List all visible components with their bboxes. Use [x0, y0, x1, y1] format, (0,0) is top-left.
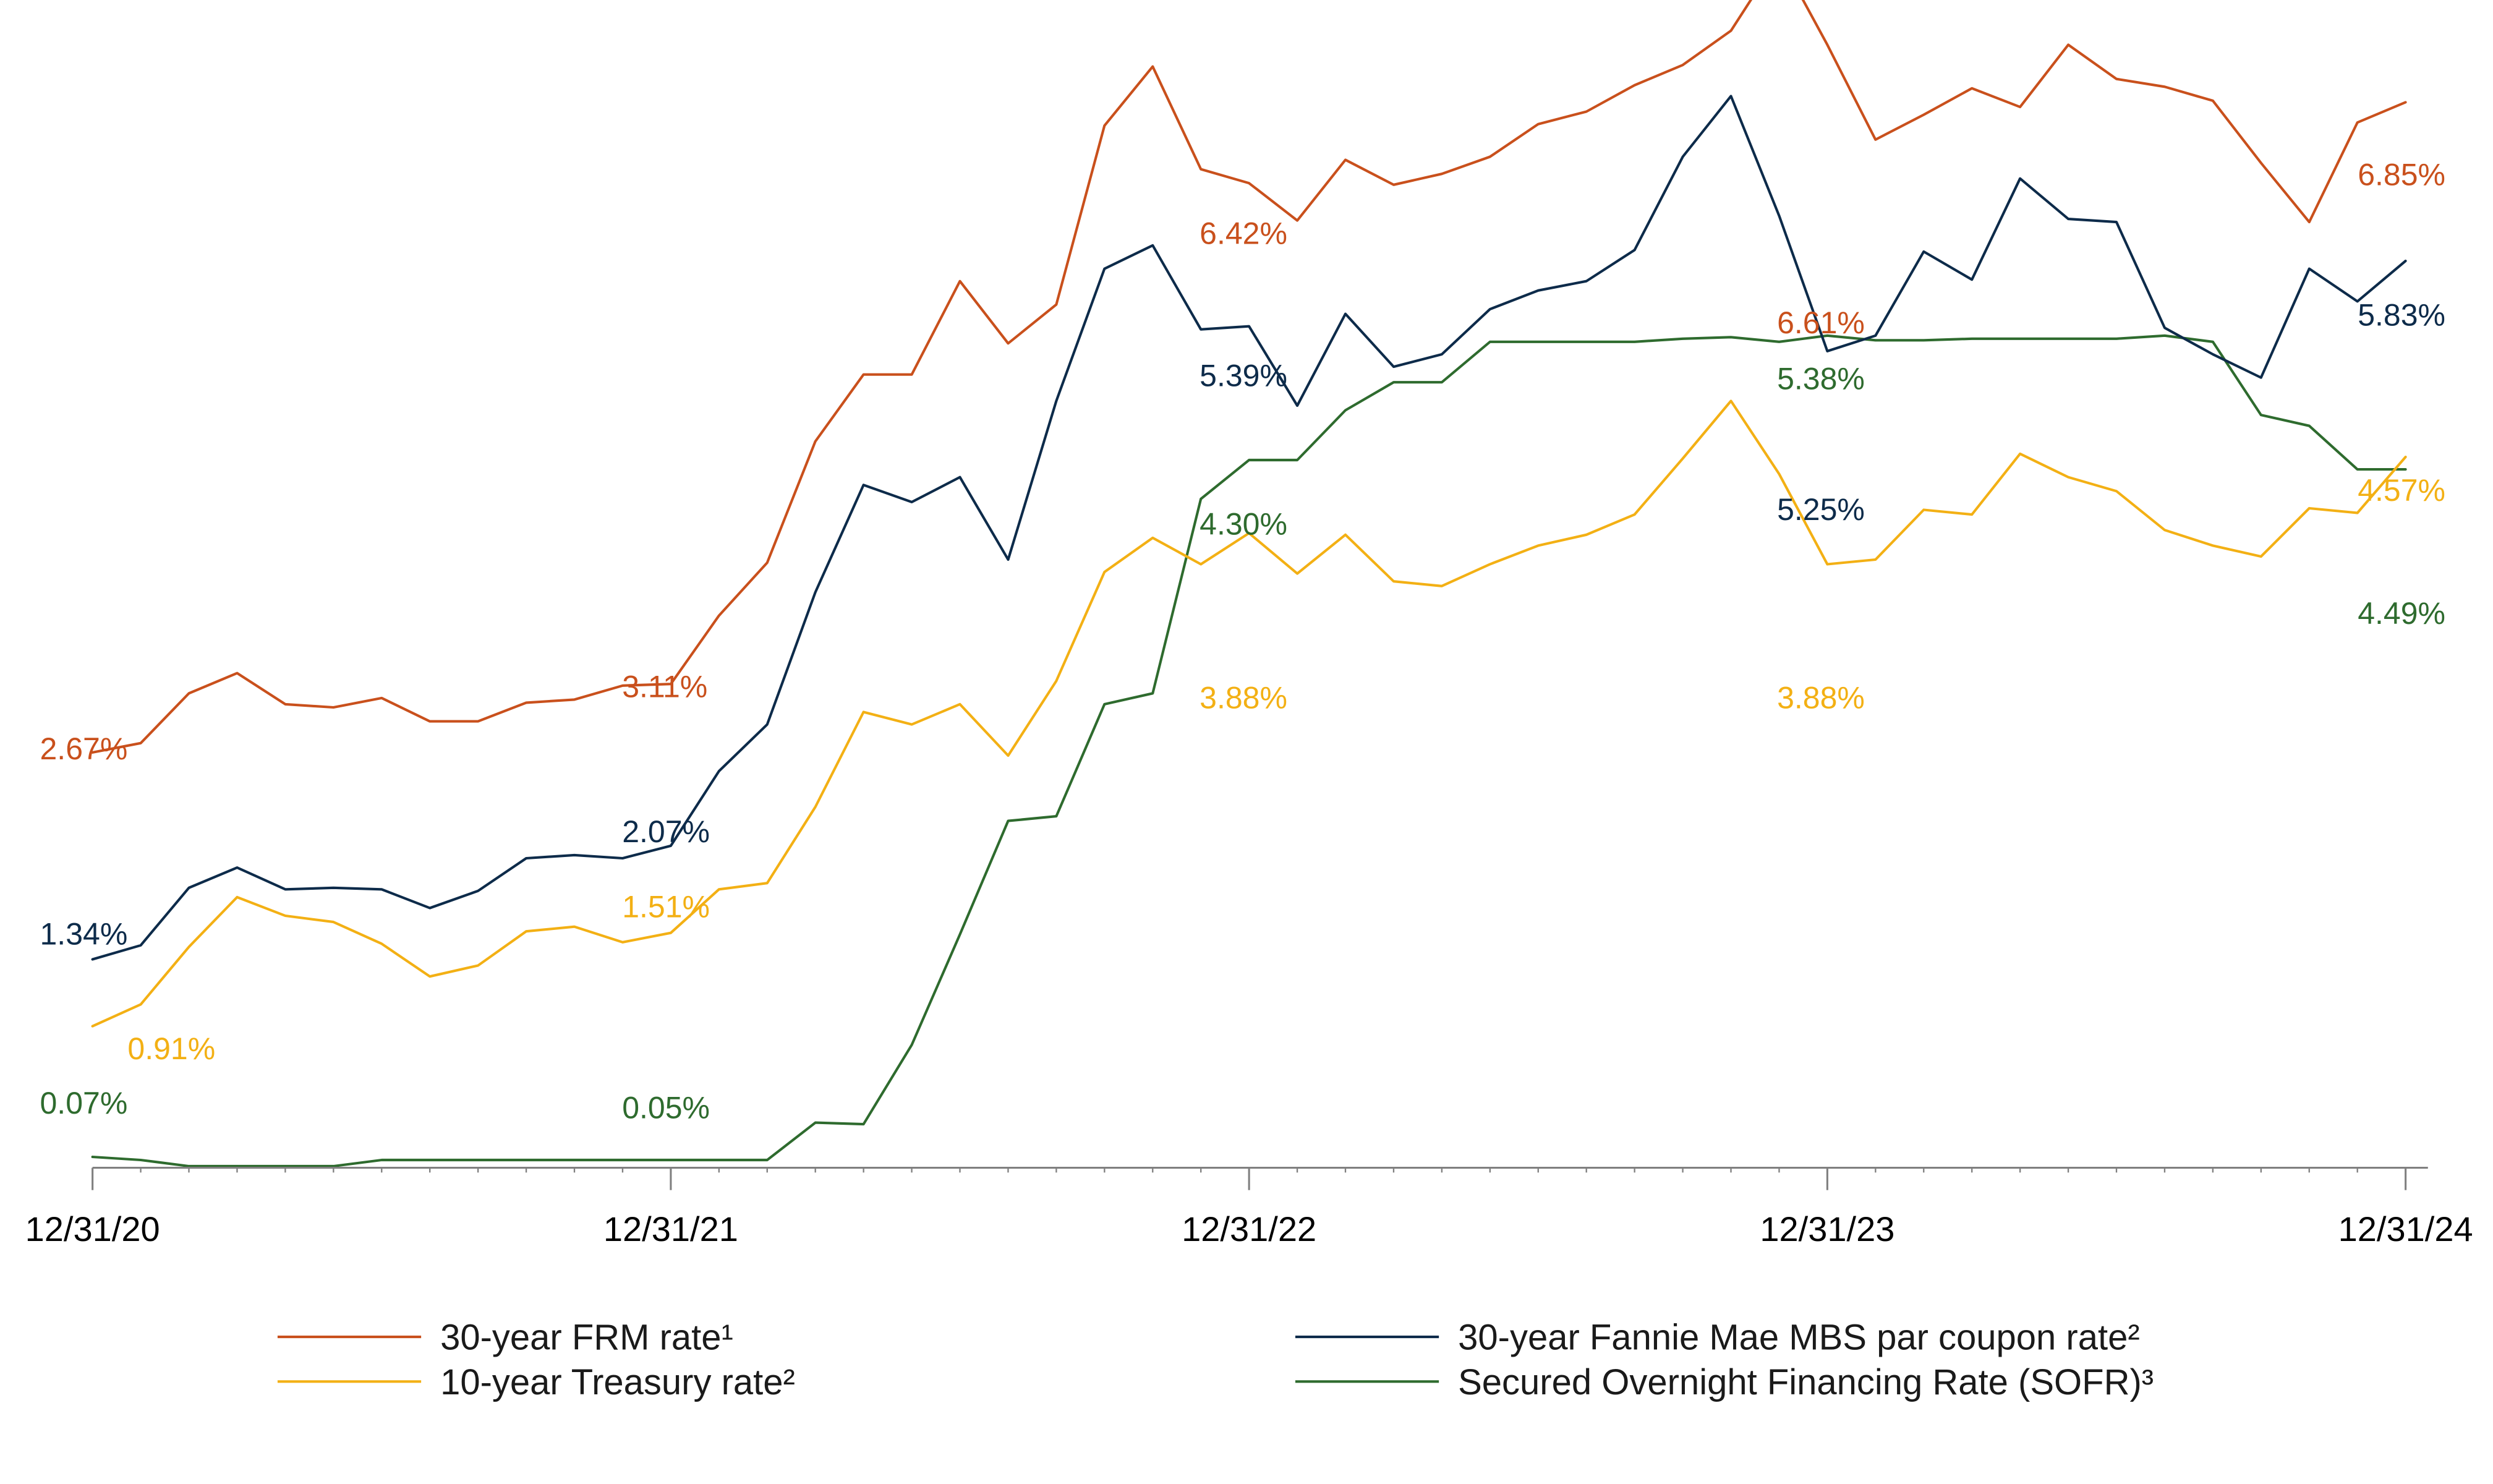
legend-item: 10-year Treasury rate²	[277, 1362, 795, 1402]
x-tick-label: 12/31/20	[25, 1209, 160, 1248]
data-label: 0.91%	[127, 1031, 215, 1066]
data-label: 2.67%	[40, 731, 128, 766]
legend-label: 30-year FRM rate¹	[440, 1318, 733, 1358]
series-lines	[91, 0, 2407, 1168]
data-label: 1.34%	[40, 916, 128, 951]
data-label: 3.88%	[1777, 681, 1865, 715]
data-label: 4.30%	[1200, 506, 1287, 541]
legend-label: 10-year Treasury rate²	[440, 1362, 795, 1402]
legend-label: 30-year Fannie Mae MBS par coupon rate²	[1458, 1318, 2140, 1358]
legend-item: Secured Overnight Financing Rate (SOFR)³	[1295, 1362, 2154, 1402]
series-line-4	[91, 334, 2407, 1168]
series-line-1	[91, 0, 2407, 754]
x-tick-label: 12/31/22	[1182, 1209, 1316, 1248]
x-tick-label: 12/31/24	[2338, 1209, 2473, 1248]
series-line-3	[91, 399, 2407, 1028]
data-label: 1.51%	[622, 890, 710, 924]
x-tick-label: 12/31/21	[603, 1209, 738, 1248]
legend-item: 30-year FRM rate¹	[277, 1318, 733, 1358]
legend-item: 30-year Fannie Mae MBS par coupon rate²	[1295, 1318, 2140, 1358]
data-label: 4.49%	[2358, 596, 2445, 631]
data-label: 3.88%	[1200, 681, 1287, 715]
x-tick-label: 12/31/23	[1760, 1209, 1894, 1248]
data-label: 6.42%	[1200, 216, 1287, 251]
data-label: 5.83%	[2358, 297, 2445, 332]
data-label: 6.61%	[1777, 305, 1865, 340]
series-line-2	[91, 95, 2407, 961]
data-label: 5.25%	[1777, 492, 1865, 527]
data-label: 3.11%	[622, 669, 707, 704]
data-label: 0.05%	[622, 1091, 710, 1125]
legend-label: Secured Overnight Financing Rate (SOFR)³	[1458, 1362, 2154, 1402]
data-label: 2.07%	[622, 814, 710, 849]
data-label: 5.39%	[1200, 358, 1287, 393]
data-label: 5.38%	[1777, 362, 1865, 396]
data-label: 0.07%	[40, 1086, 128, 1120]
x-axis: 12/31/20 12/31/21 12/31/22 12/31/23 12/31/24	[25, 1167, 2473, 1248]
data-label: 4.57%	[2358, 473, 2445, 508]
data-labels: 2.67% 3.11% 6.42% 6.61% 6.85% 1.34% 2.07% 5.39%…	[40, 157, 2446, 1125]
data-label: 6.85%	[2358, 157, 2445, 192]
